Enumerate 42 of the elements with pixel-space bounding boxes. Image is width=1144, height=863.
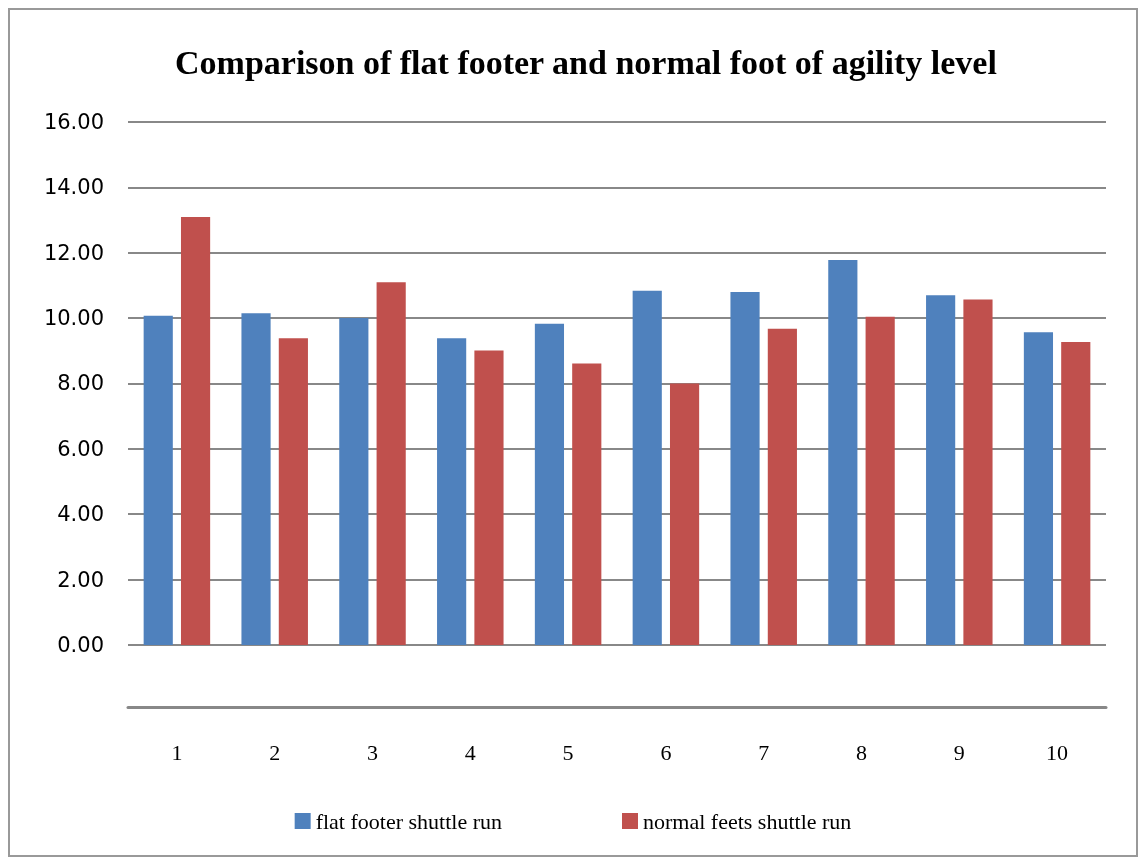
x-tick-label: 7 [758, 739, 770, 765]
y-tick-label: 2.00 [57, 567, 104, 592]
bar [926, 295, 956, 645]
bar [1023, 332, 1054, 645]
y-tick-label: 4.00 [57, 502, 104, 527]
bar [767, 328, 797, 645]
bar [1061, 341, 1091, 645]
bar [278, 338, 308, 645]
legend-label: flat footer shuttle run [315, 808, 503, 834]
y-tick-label: 16.00 [43, 110, 104, 134]
bar [669, 383, 700, 645]
bar [180, 217, 211, 645]
x-tick-label: 4 [464, 739, 476, 765]
x-tick-label: 8 [856, 739, 867, 765]
bar [376, 282, 406, 645]
bar [241, 313, 271, 645]
bar [572, 363, 602, 645]
legend-label: normal feets shuttle run [643, 808, 852, 834]
x-tick-label: 5 [562, 739, 574, 765]
bar [865, 316, 895, 645]
y-tick-label: 8.00 [57, 371, 104, 396]
bar [534, 323, 565, 645]
bar [828, 259, 858, 645]
bar [474, 350, 504, 645]
y-tick-label: 12.00 [43, 240, 104, 265]
y-tick-label: 0.00 [57, 632, 104, 657]
x-tick-label: 2 [269, 739, 281, 765]
chart-title: Comparison of flat footer and normal foot of agility level [175, 43, 997, 81]
bar [632, 290, 662, 645]
bar [963, 299, 993, 645]
y-tick-label: 14.00 [43, 175, 104, 200]
x-tick-label: 3 [367, 739, 378, 765]
y-tick-label: 6.00 [57, 436, 104, 461]
x-tick-label: 6 [660, 739, 672, 765]
bar [143, 315, 173, 645]
x-tick-label: 1 [171, 739, 183, 765]
x-tick-label: 9 [953, 739, 965, 765]
bar [339, 318, 369, 645]
y-tick-label: 10.00 [43, 306, 104, 331]
x-tick-label: 10 [1046, 739, 1069, 765]
bar [437, 338, 467, 645]
bar [730, 291, 760, 645]
